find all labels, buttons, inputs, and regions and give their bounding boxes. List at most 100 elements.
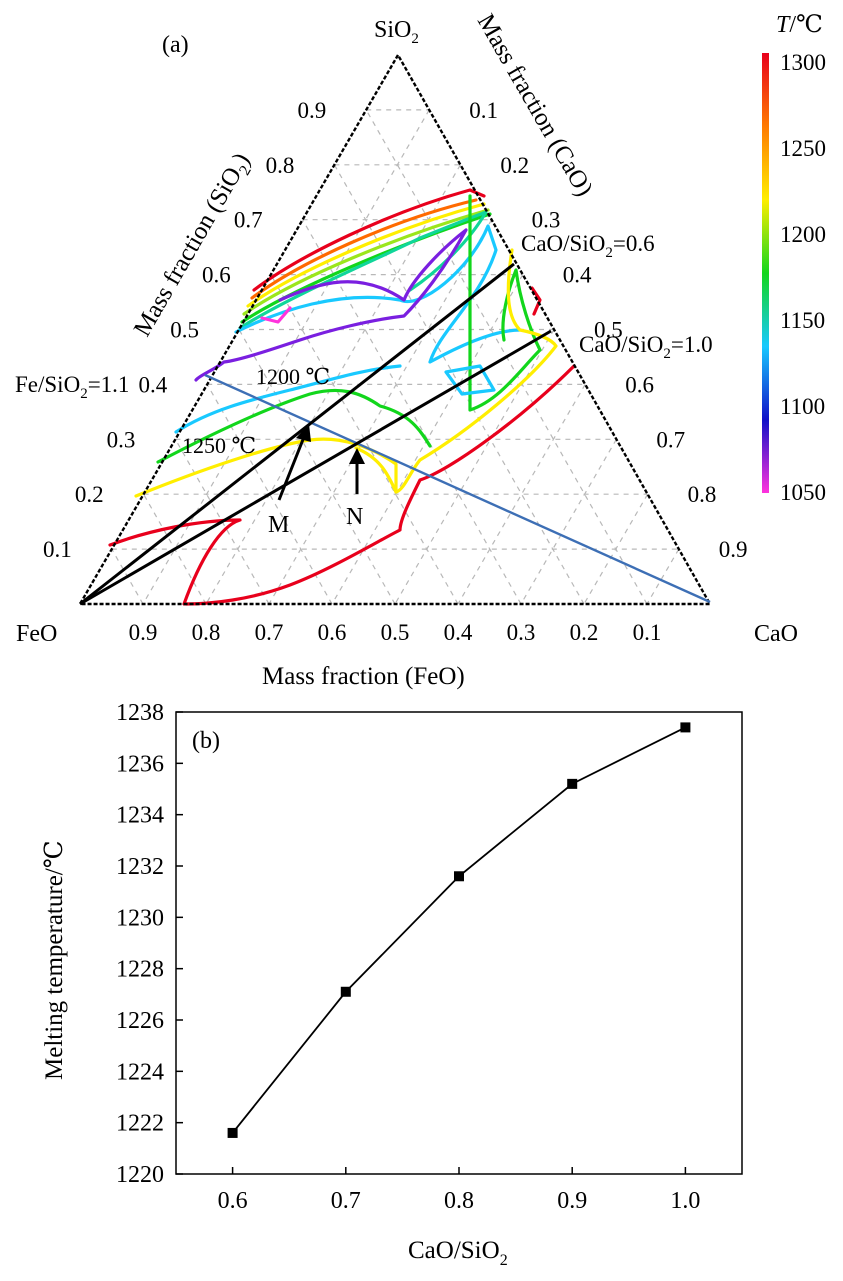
right-tick-label: 0.2 — [500, 153, 529, 178]
colorbar-tick-label: 1100 — [780, 394, 825, 419]
left-tick-label: 0.5 — [170, 318, 199, 343]
isotherm-1200-lower-left — [156, 388, 432, 464]
cao-sio2-0.6-line — [79, 262, 515, 606]
point-m-label: M — [268, 512, 289, 538]
label-fe-sio2-1.1: Fe/SiO2=1.1 — [15, 372, 129, 402]
right-tick-label: 0.7 — [656, 427, 685, 452]
y-tick-label: 1232 — [116, 854, 164, 880]
isotherm-1150-lower-left — [174, 364, 402, 434]
isotherm-1225-upper — [242, 208, 490, 316]
colorbar-tick-label: 1150 — [780, 308, 825, 333]
isotherm-1300-right — [530, 286, 542, 316]
bottom-tick-label: 0.3 — [507, 620, 536, 645]
y-tick-label: 1238 — [116, 700, 164, 726]
y-tick-label: 1236 — [116, 751, 164, 777]
isotherm-1250-upper — [246, 202, 486, 308]
grid-line-feo — [238, 329, 396, 605]
data-point-marker — [454, 871, 464, 882]
y-tick-label: 1226 — [116, 1008, 164, 1034]
isotherm-1050-spot — [260, 306, 292, 324]
fe-sio2-ratio-line — [204, 373, 711, 604]
vertex-sio2: SiO2 — [374, 17, 419, 47]
colorbar-tick-label: 1050 — [780, 480, 826, 505]
point-n-arrow — [349, 448, 365, 494]
ternary-labels: 0.9 0.8 0.7 0.6 0.5 0.4 0.3 0.2 0.1 0.1 0.2 0.3 0.4 0… — [43, 98, 748, 645]
grid-line-feo — [206, 384, 333, 605]
isotherm-label-1200: 1200 ℃ — [256, 364, 330, 389]
left-tick-label: 0.3 — [107, 427, 136, 452]
bottom-tick-label: 0.6 — [318, 620, 347, 645]
left-tick-label: 0.1 — [43, 537, 72, 562]
chart-y-axis-title: Melting temperature/℃ — [41, 840, 68, 1080]
y-tick-label: 1220 — [116, 1162, 164, 1188]
grid-line-cao — [646, 548, 680, 605]
bottom-tick-label: 0.4 — [444, 620, 473, 645]
data-point-marker — [340, 986, 351, 997]
series-line — [231, 726, 686, 1134]
right-tick-label: 0.3 — [532, 208, 561, 233]
axis-bottom-title: Mass fraction (FeO) — [262, 663, 465, 690]
colorbar-ticks: 1300 1250 1200 1150 1100 1050 — [780, 50, 826, 505]
left-tick-label: 0.8 — [266, 153, 295, 178]
left-tick-label: 0.9 — [297, 98, 326, 123]
data-point-marker — [680, 722, 691, 733]
y-tick-label: 1224 — [116, 1059, 164, 1085]
colorbar: T/℃ 1300 1250 1200 1150 1100 1050 — [762, 12, 826, 505]
panel-a-label: (a) — [162, 32, 189, 58]
x-tick-label: 0.9 — [557, 1188, 587, 1214]
left-tick-label: 0.6 — [202, 263, 231, 288]
cao-sio2-1.0-line — [79, 329, 552, 606]
line-chart-panel: (b) 0.6 0.7 0.8 0.9 1.0 1220 1222 1224 1226 1228 1… — [41, 700, 743, 1269]
grid-line-cao — [268, 219, 493, 605]
axis-left-title: Mass fraction (SiO2) — [129, 149, 259, 343]
right-tick-label: 0.8 — [688, 482, 717, 507]
colorbar-tick-label: 1200 — [780, 222, 826, 247]
left-tick-label: 0.7 — [234, 208, 263, 233]
isotherm-1200-right — [468, 194, 542, 412]
isotherm-1300-lower — [108, 364, 576, 606]
grid-line-cao — [520, 438, 617, 605]
x-tick-label: 1.0 — [670, 1188, 700, 1214]
x-tick-label: 0.6 — [218, 1188, 248, 1214]
x-tick-label: 0.8 — [444, 1188, 474, 1214]
ternary-frame — [77, 52, 713, 606]
label-cao-sio2-1.0: CaO/SiO2=1.0 — [579, 332, 713, 362]
grid-line-cao — [457, 384, 586, 605]
colorbar-tick-label: 1250 — [780, 136, 826, 161]
isotherm-label-1250: 1250 ℃ — [182, 433, 256, 458]
colorbar-title: T/℃ — [776, 12, 823, 38]
x-tick-label: 0.7 — [331, 1188, 361, 1214]
right-tick-label: 0.5 — [594, 318, 623, 343]
bottom-tick-label: 0.2 — [570, 620, 599, 645]
isotherm-1275-upper — [250, 198, 478, 300]
vertex-feo: FeO — [16, 621, 57, 647]
panel-b-label: (b) — [192, 728, 220, 754]
isotherm-1100-inner — [194, 228, 468, 382]
isotherm-1200-upper — [240, 212, 492, 324]
bottom-tick-label: 0.7 — [255, 620, 284, 645]
grid-line-cao — [394, 329, 555, 605]
y-tick-label: 1228 — [116, 957, 164, 983]
bottom-tick-label: 0.9 — [129, 620, 158, 645]
right-tick-label: 0.9 — [719, 537, 748, 562]
point-n-label: N — [346, 504, 363, 530]
bottom-tick-label: 0.8 — [192, 620, 221, 645]
ternary-panel: (a) — [15, 10, 798, 691]
right-tick-label: 0.4 — [563, 263, 592, 288]
grid-line-cao — [583, 493, 649, 605]
colorbar-gradient — [762, 53, 769, 493]
label-cao-sio2-0.6: CaO/SiO2=0.6 — [521, 231, 655, 261]
point-m-arrow — [277, 424, 311, 501]
bottom-tick-label: 0.1 — [633, 620, 662, 645]
bottom-tick-label: 0.5 — [381, 620, 410, 645]
chart-x-axis-title: CaO/SiO2 — [408, 1237, 508, 1269]
isotherm-1150-upper — [234, 224, 522, 364]
right-tick-label: 0.1 — [469, 98, 498, 123]
vertex-cao: CaO — [754, 621, 798, 647]
chart-series — [227, 722, 691, 1138]
isotherm-1300-upper — [252, 188, 486, 292]
right-tick-label: 0.6 — [625, 372, 654, 397]
isotherm-1250-lower-left — [134, 437, 398, 498]
data-point-marker — [567, 778, 578, 789]
